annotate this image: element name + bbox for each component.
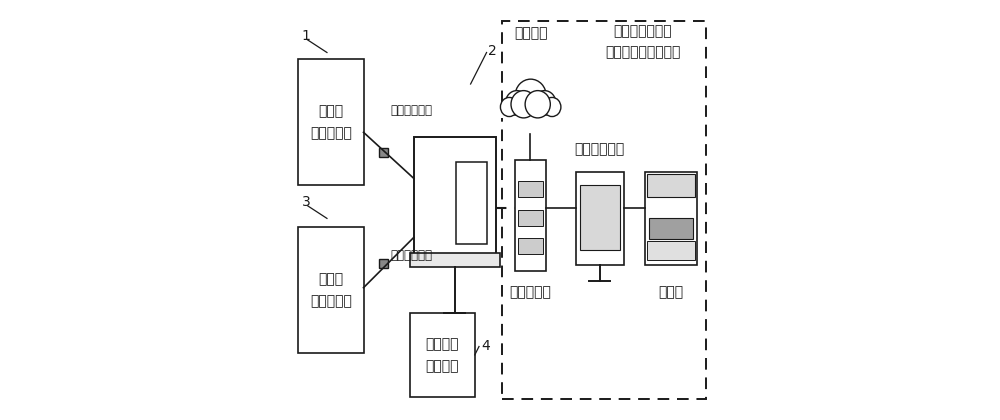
Ellipse shape [500,97,518,116]
Bar [410,253,500,267]
Bar [518,238,543,254]
Ellipse shape [533,91,556,115]
Text: 换流站运维人员: 换流站运维人员 [613,24,672,39]
Text: 双绞屏蔽网线: 双绞屏蔽网线 [391,104,433,116]
Bar [645,172,697,265]
Ellipse shape [525,91,550,118]
Bar [576,172,624,265]
Text: 电源模块: 电源模块 [426,337,459,351]
Ellipse shape [505,91,528,115]
Bar [502,21,706,399]
Bar [647,174,695,197]
Bar [456,162,487,244]
Text: 1: 1 [302,29,311,43]
Text: 工作室智能告警系统: 工作室智能告警系统 [605,45,680,60]
Bar [379,147,388,157]
Text: 不可中断: 不可中断 [426,359,459,373]
Bar [410,313,475,397]
Bar [298,59,364,185]
Bar [414,136,496,254]
Bar [647,241,695,260]
Text: 云数据库: 云数据库 [514,26,547,41]
Text: 中央处理器: 中央处理器 [509,285,551,299]
Bar [518,210,543,226]
Bar [298,227,364,353]
Bar [515,160,546,271]
Text: 报警数据监: 报警数据监 [310,294,352,308]
Bar [580,185,620,250]
Text: 双绞屏蔽网线: 双绞屏蔽网线 [391,249,433,262]
Text: 2: 2 [488,44,497,58]
Bar [518,181,543,197]
Text: 测单元: 测单元 [318,272,344,286]
Text: 检测装置终: 检测装置终 [310,126,352,140]
Bar [500,103,561,118]
Text: 打印机: 打印机 [658,285,684,299]
Text: 虚拟仿真系统: 虚拟仿真系统 [574,142,625,156]
Text: 4: 4 [481,339,490,354]
Bar [379,259,388,268]
Text: 3: 3 [302,195,311,210]
Bar [649,218,693,239]
Ellipse shape [543,97,561,116]
Text: 端单元: 端单元 [318,104,344,118]
Ellipse shape [511,91,536,118]
Ellipse shape [515,79,546,113]
